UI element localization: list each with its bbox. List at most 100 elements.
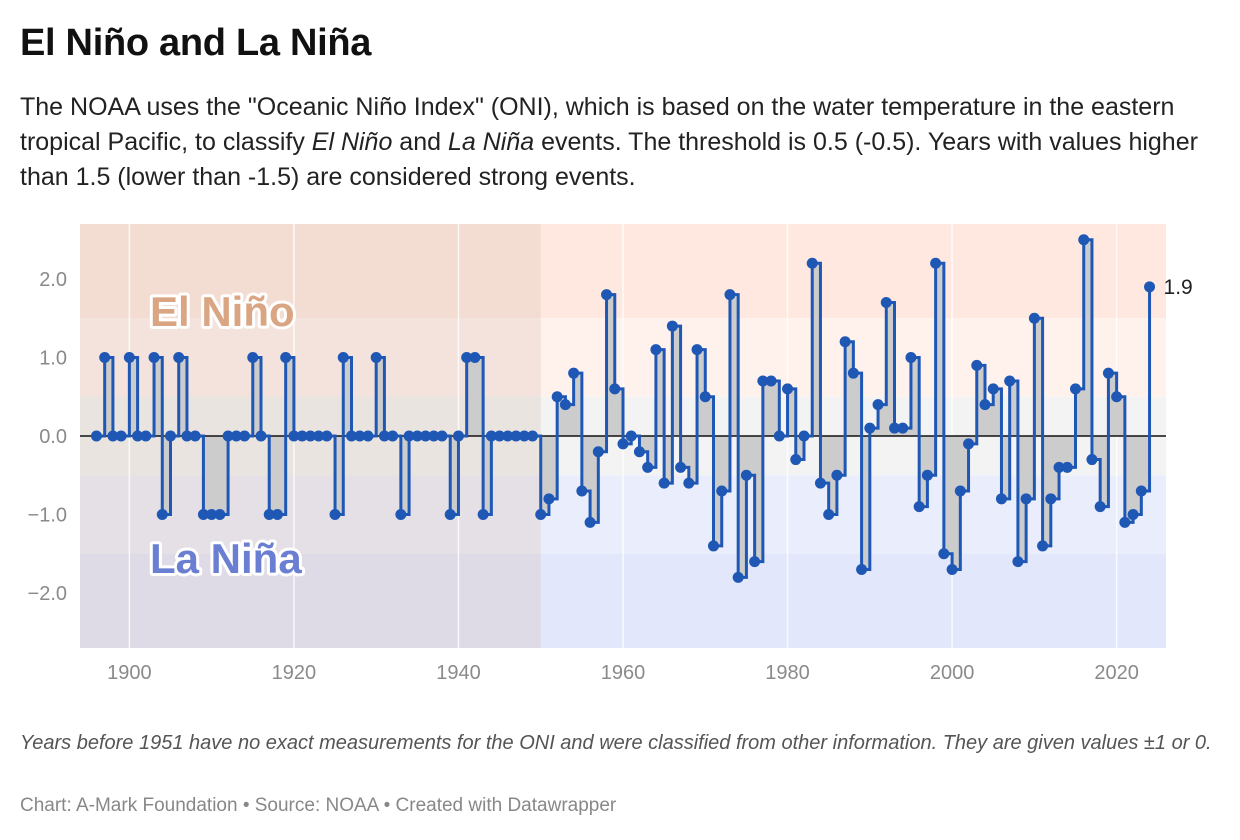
data-point [247, 351, 259, 363]
data-point [642, 461, 654, 473]
data-point [436, 430, 448, 442]
data-point [239, 430, 251, 442]
x-tick-label: 1980 [765, 662, 810, 684]
data-point [551, 391, 563, 403]
data-point [214, 509, 226, 521]
footnote: Years before 1951 have no exact measurem… [20, 732, 1212, 754]
data-point [1127, 509, 1139, 521]
data-point [1012, 556, 1024, 568]
data-point [485, 430, 497, 442]
data-point [420, 430, 432, 442]
data-point [518, 430, 530, 442]
last-value-label: 1.9 [1164, 276, 1193, 299]
la-nina-label: La Niña [150, 535, 302, 582]
data-point [230, 430, 242, 442]
data-point [576, 485, 588, 497]
data-point [1004, 375, 1016, 387]
data-point [99, 351, 111, 363]
data-point [601, 289, 613, 301]
data-point [502, 430, 514, 442]
y-tick-label: −1.0 [28, 505, 67, 527]
data-point [806, 257, 818, 269]
data-point [847, 367, 859, 379]
data-point [1037, 540, 1049, 552]
description-text-and: and [392, 128, 448, 156]
data-point [1102, 367, 1114, 379]
data-point [255, 430, 267, 442]
data-point [633, 446, 645, 458]
data-point [428, 430, 440, 442]
data-point [444, 509, 456, 521]
data-point [148, 351, 160, 363]
data-point [132, 430, 144, 442]
data-point [938, 548, 950, 560]
data-point [123, 351, 135, 363]
data-point [568, 367, 580, 379]
data-point [1119, 516, 1131, 528]
data-point [527, 430, 538, 442]
x-tick-label: 1900 [107, 662, 152, 684]
data-point [584, 516, 596, 528]
data-point [658, 477, 670, 489]
data-point [880, 297, 892, 309]
data-point [411, 430, 423, 442]
data-point [107, 430, 119, 442]
data-point [708, 540, 719, 552]
data-point [206, 509, 218, 521]
x-tick-label: 1960 [601, 662, 646, 684]
data-point [971, 359, 983, 371]
data-point [699, 391, 711, 403]
data-point [979, 399, 991, 411]
data-point [921, 469, 933, 481]
data-point [378, 430, 390, 442]
data-point [782, 383, 794, 395]
data-point [395, 509, 407, 521]
data-point [995, 493, 1007, 505]
x-tick-label: 2000 [930, 662, 975, 684]
data-point [280, 351, 292, 363]
oni-series [80, 234, 1166, 583]
data-point [666, 320, 678, 332]
data-point [732, 571, 744, 583]
data-point [313, 430, 325, 442]
data-point [683, 477, 695, 489]
data-point [864, 422, 876, 434]
data-point [905, 351, 917, 363]
x-tick-label: 2020 [1094, 662, 1139, 684]
y-tick-label: −2.0 [28, 583, 67, 605]
data-point [469, 351, 481, 363]
y-tick-label: 1.0 [39, 347, 67, 369]
oni-chart: El Niño La Niña 2.01.00.0−1.0−2.0 1900 19… [28, 224, 1193, 684]
data-point [872, 399, 884, 411]
data-point [271, 509, 283, 521]
data-point [1061, 461, 1073, 473]
data-point [963, 438, 975, 450]
data-point [403, 430, 415, 442]
data-point [1078, 234, 1090, 246]
x-axis-ticks: 1900 1920 1940 1960 1980 2000 2020 [107, 662, 1139, 684]
data-point [930, 257, 942, 269]
y-axis-ticks: 2.0 1.0 0.0 −1.0 −2.0 [28, 269, 67, 605]
data-point [946, 563, 958, 575]
data-point [494, 430, 506, 442]
data-point [757, 375, 769, 387]
data-point [362, 430, 374, 442]
data-point [189, 430, 201, 442]
data-point [387, 430, 399, 442]
data-point [617, 438, 629, 450]
data-point [156, 509, 168, 521]
data-point [790, 454, 802, 466]
data-point [304, 430, 316, 442]
data-point [856, 563, 868, 575]
data-point [181, 430, 193, 442]
data-point [115, 430, 127, 442]
data-point [329, 509, 341, 521]
data-point [814, 477, 826, 489]
data-point [165, 430, 176, 442]
data-point [798, 430, 810, 442]
y-tick-label: 0.0 [39, 426, 67, 448]
data-point [749, 556, 761, 568]
data-point [987, 383, 999, 395]
data-point [675, 461, 687, 473]
data-point [222, 430, 234, 442]
